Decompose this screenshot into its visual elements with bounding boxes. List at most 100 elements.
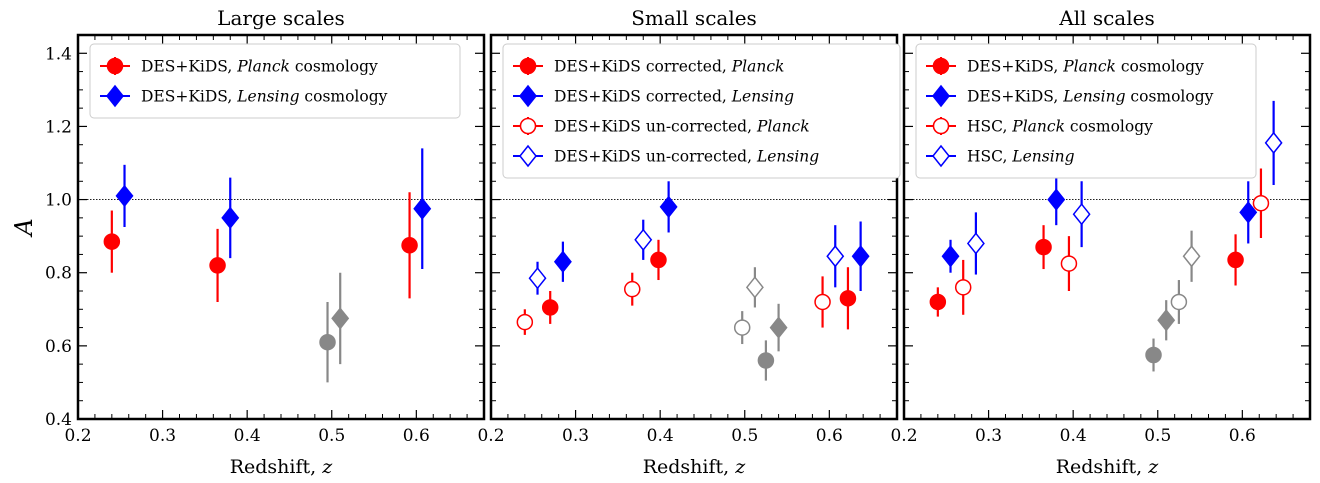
x-axis-label-text: Redshift,	[1056, 456, 1149, 478]
legend-label-suffix: cosmology	[1065, 118, 1153, 136]
x-axis-label-var: z	[734, 456, 746, 478]
legend-label-text: HSC,	[967, 148, 1012, 166]
legend-label-suffix: cosmology	[300, 88, 388, 106]
data-point	[319, 333, 336, 351]
legend-label-text: DES+KiDS,	[141, 88, 237, 106]
legend-label: DES+KiDS corrected, Lensing	[554, 88, 794, 106]
legend-label: DES+KiDS un-corrected, Planck	[554, 118, 810, 136]
x-tick-label: 0.5	[318, 426, 345, 446]
series-1	[103, 192, 418, 383]
legend-label: DES+KiDS, Planck cosmology	[967, 58, 1204, 76]
legend-label-text: HSC,	[967, 118, 1012, 136]
y-tick-label: 0.4	[45, 410, 72, 430]
x-tick-label: 0.6	[1229, 426, 1256, 446]
data-point	[814, 293, 831, 311]
data-point	[1227, 251, 1244, 269]
legend-label-italic: Lensing	[1011, 148, 1074, 166]
legend-marker	[519, 117, 537, 135]
legend-label-italic: Planck	[1011, 118, 1065, 136]
legend-marker	[519, 84, 537, 108]
panel-title: All scales	[1058, 6, 1154, 30]
x-tick-label: 0.3	[562, 426, 589, 446]
x-tick-label: 0.2	[64, 426, 91, 446]
y-tick-label: 0.6	[45, 337, 72, 357]
data-point	[1252, 194, 1270, 212]
legend-label-suffix: cosmology	[1116, 58, 1204, 76]
legend-label-text: DES+KiDS,	[141, 58, 237, 76]
series-4	[966, 100, 1283, 282]
series-3	[516, 272, 831, 345]
series-2	[941, 173, 1258, 341]
panel-2: Small scales 0.2 0.3 0.4 0.5 0.6 Redshift, z DE…	[477, 6, 901, 478]
legend-label: HSC, Lensing	[967, 148, 1075, 166]
x-tick-label: 0.6	[816, 426, 843, 446]
y-tick-label: 1.0	[45, 191, 72, 211]
x-axis-label: Redshift, z	[643, 456, 747, 478]
data-point	[941, 245, 960, 268]
data-point	[1072, 202, 1091, 226]
data-point	[745, 276, 764, 299]
x-axis-label-var: z	[1147, 456, 1159, 478]
y-tick-label: 1.4	[45, 44, 72, 64]
legend-marker	[932, 57, 950, 75]
x-tick-label: 0.4	[234, 426, 261, 446]
data-point	[650, 251, 667, 269]
data-point	[659, 195, 678, 219]
legend-frame	[502, 43, 901, 179]
series-1	[541, 239, 857, 381]
legend-marker	[519, 57, 537, 75]
legend-label: DES+KiDS, Lensing cosmology	[967, 88, 1214, 106]
data-point	[1170, 293, 1188, 311]
legend-label-text: DES+KiDS un-corrected,	[554, 148, 757, 166]
data-point	[839, 290, 857, 307]
y-tick-label: 0.8	[45, 264, 72, 284]
legend-label-italic: Lensing	[1062, 88, 1125, 106]
x-axis-label-text: Redshift,	[230, 456, 323, 478]
series-1	[929, 225, 1244, 372]
data-point	[1035, 238, 1052, 256]
legend-label: DES+KiDS un-corrected, Lensing	[554, 148, 819, 166]
legend-label-text: DES+KiDS,	[967, 58, 1063, 76]
legend-marker	[519, 144, 537, 168]
legend-label-text: DES+KiDS un-corrected,	[554, 118, 757, 136]
legend-label-italic: Lensing	[756, 148, 819, 166]
x-axis-label-var: z	[321, 456, 333, 478]
x-tick-label: 0.2	[477, 426, 504, 446]
data-point	[826, 245, 845, 268]
panel-title: Small scales	[631, 6, 757, 30]
data-point	[929, 293, 947, 311]
data-point	[413, 197, 432, 220]
data-point	[757, 352, 775, 369]
x-tick-label: 0.4	[647, 426, 674, 446]
x-axis-label: Redshift, z	[1056, 456, 1160, 478]
legend: DES+KiDS corrected, Planck DES+KiDS corre…	[502, 43, 901, 179]
data-point	[1060, 255, 1078, 272]
legend-frame	[89, 43, 461, 119]
legend-label-italic: Planck	[756, 118, 810, 136]
series-4	[528, 219, 845, 308]
legend-label: DES+KiDS corrected, Planck	[554, 58, 784, 76]
data-point	[1239, 201, 1258, 224]
y-axis-label: A	[10, 218, 38, 237]
data-point	[221, 206, 240, 230]
series-3	[954, 168, 1270, 324]
legend-label-italic: Planck	[1062, 58, 1116, 76]
data-point	[516, 313, 534, 331]
data-point	[1047, 188, 1066, 211]
data-point	[624, 280, 641, 298]
x-axis-label-text: Redshift,	[643, 456, 736, 478]
legend-label: DES+KiDS, Planck cosmology	[141, 58, 378, 76]
data-point	[331, 307, 350, 330]
data-point	[769, 316, 788, 339]
legend-marker	[932, 117, 950, 135]
legend-label-suffix: cosmology	[1126, 88, 1214, 106]
legend-marker	[106, 57, 124, 75]
legend-label-italic: Lensing	[236, 88, 299, 106]
data-point	[1145, 346, 1162, 364]
legend-label-suffix: cosmology	[290, 58, 378, 76]
y-tick-label: 1.2	[45, 117, 72, 137]
legend-label-italic: Lensing	[731, 88, 794, 106]
x-tick-label: 0.3	[149, 426, 176, 446]
data-point	[1182, 245, 1201, 268]
